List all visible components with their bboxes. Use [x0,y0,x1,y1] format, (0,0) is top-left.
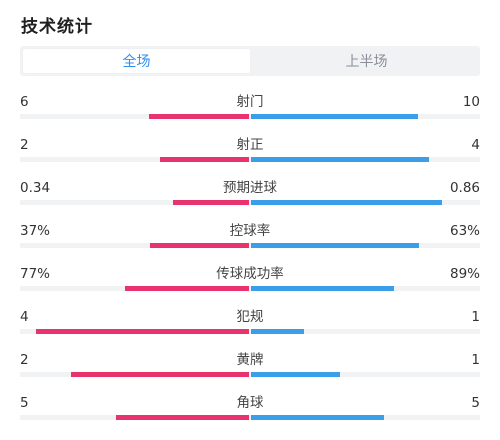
stat-track [20,372,480,377]
home-bar [150,243,249,248]
home-value: 0.34 [20,180,51,196]
stat-track [20,329,480,334]
stat-row-fouls: 4 犯规 1 [20,305,480,348]
stat-row-shots-on-target: 2 射正 4 [20,133,480,176]
stat-track [20,286,480,291]
home-value: 77% [20,266,51,282]
home-bar [160,157,249,162]
home-bar [116,415,249,420]
stat-label: 射门 [236,94,264,110]
tab-full-match[interactable]: 全场 [23,49,250,73]
stat-row-yellow-cards: 2 黄牌 1 [20,348,480,391]
away-bar [251,372,340,377]
away-value: 1 [471,352,480,368]
away-value: 89% [449,266,480,282]
away-bar [251,200,442,205]
stat-track [20,114,480,119]
home-bar [149,114,249,119]
away-value: 1 [471,309,480,325]
away-bar [251,243,419,248]
away-bar [251,329,304,334]
tab-first-half[interactable]: 上半场 [345,54,388,70]
stat-track [20,415,480,420]
away-value: 63% [449,223,480,239]
stat-label: 控球率 [229,223,271,239]
stat-label: 犯规 [236,309,264,325]
away-value: 10 [462,94,480,110]
stat-row-pass-accuracy: 77% 传球成功率 89% [20,262,480,305]
stats-list: 6 射门 10 2 射正 4 0.34 预期进球 0.86 37% 控球率 63… [20,90,480,434]
home-value: 6 [20,94,29,110]
away-bar [251,157,429,162]
away-bar [251,415,384,420]
stat-row-expected-goals: 0.34 预期进球 0.86 [20,176,480,219]
home-value: 4 [20,309,29,325]
home-bar [173,200,249,205]
away-value: 0.86 [449,180,480,196]
home-bar [71,372,249,377]
stat-row-corners: 5 角球 5 [20,391,480,434]
away-value: 4 [471,137,480,153]
stat-label: 预期进球 [223,180,277,196]
period-tabs: 全场 上半场 [20,46,480,76]
away-bar [251,286,394,291]
stat-label: 射正 [236,137,264,153]
home-value: 2 [20,137,29,153]
home-value: 5 [20,395,29,411]
stat-row-shots: 6 射门 10 [20,90,480,133]
stat-track [20,200,480,205]
stat-track [20,157,480,162]
away-value: 5 [471,395,480,411]
stat-row-possession: 37% 控球率 63% [20,219,480,262]
home-value: 2 [20,352,29,368]
stat-track [20,243,480,248]
stat-label: 传球成功率 [216,266,284,282]
stat-label: 角球 [236,395,264,411]
home-bar [125,286,249,291]
away-bar [251,114,418,119]
home-value: 37% [20,223,51,239]
page-title: 技术统计 [21,17,93,37]
home-bar [36,329,249,334]
stat-label: 黄牌 [236,352,264,368]
